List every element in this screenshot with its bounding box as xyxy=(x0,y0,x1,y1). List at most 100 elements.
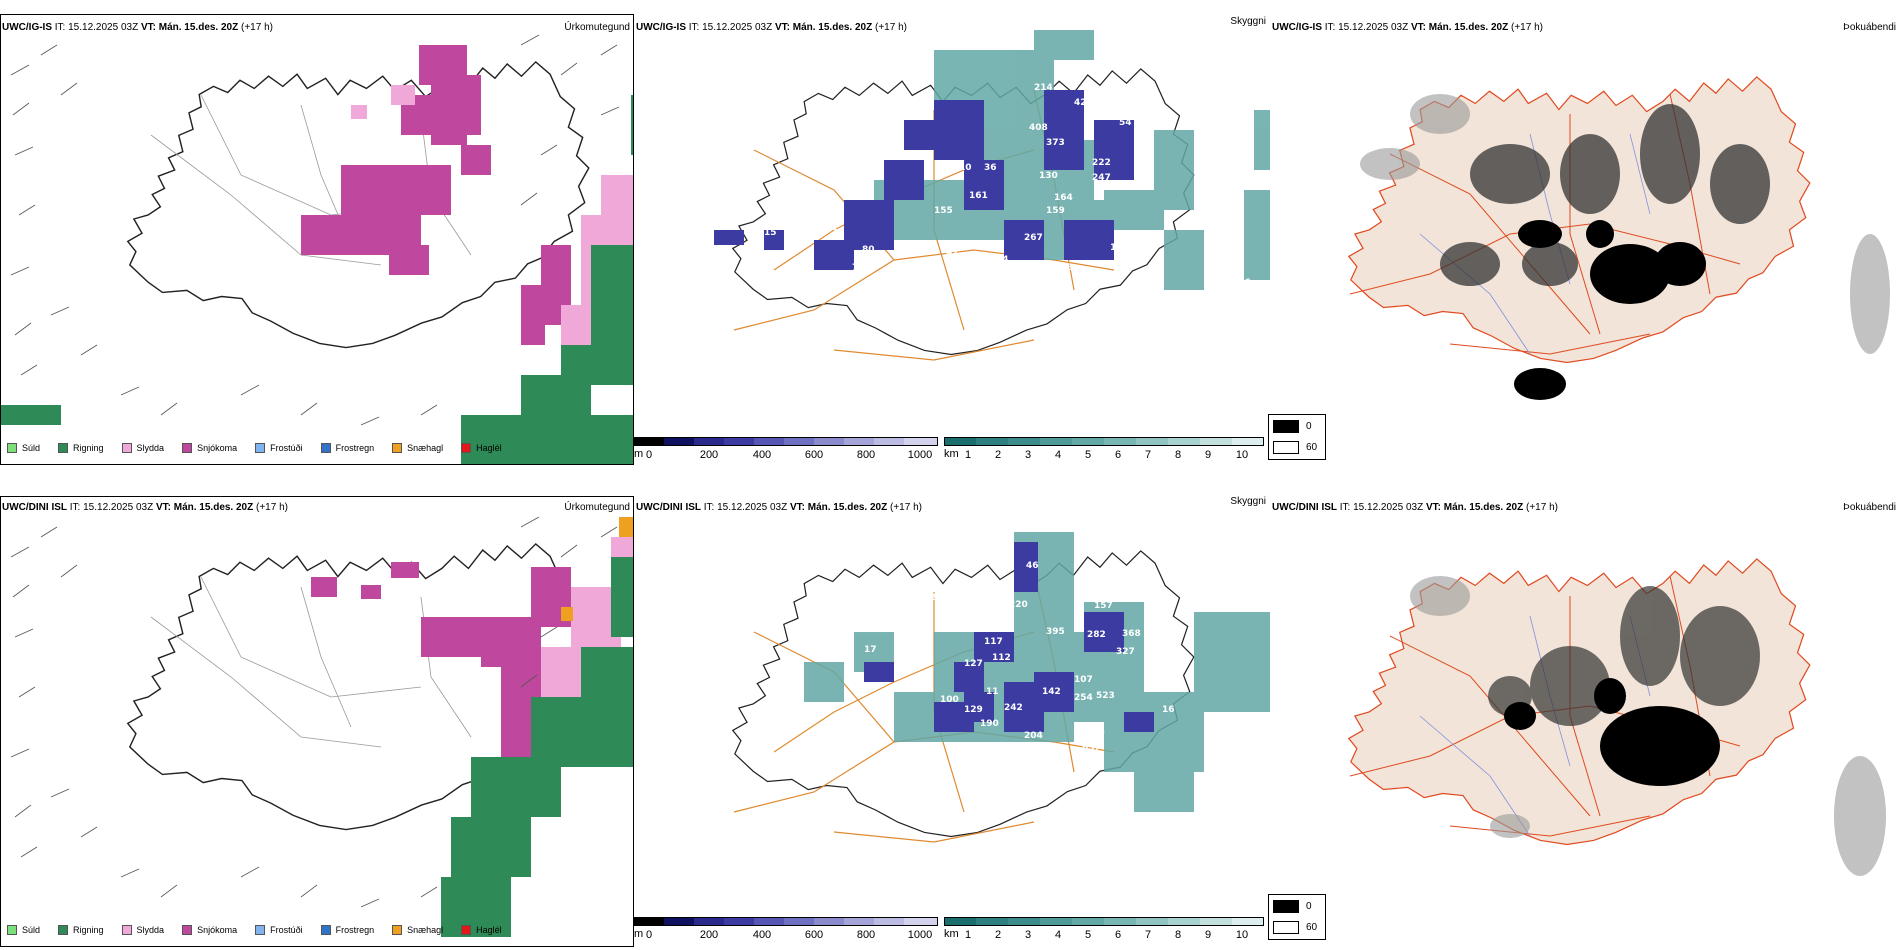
legend-swatch xyxy=(58,443,69,453)
tick-label: 10 xyxy=(1235,449,1249,461)
tick-label: 7 xyxy=(1144,449,1152,461)
init-time: IT: 15.12.2025 03Z xyxy=(1339,502,1424,513)
tick-label: 8 xyxy=(1174,929,1182,941)
value-label: 54 xyxy=(1119,118,1132,128)
value-label: 657 xyxy=(1082,743,1101,753)
value-label: 117 xyxy=(984,637,1003,647)
legend-swatch xyxy=(320,925,331,935)
legend-label: Haglél xyxy=(476,925,502,935)
tick-label: 200 xyxy=(699,449,719,461)
value-label: 129 xyxy=(964,705,983,715)
legend-item: Haglél xyxy=(461,443,502,453)
fog-value: 60 xyxy=(1306,922,1318,933)
legend-label: Frostúði xyxy=(270,443,303,453)
fog-value: 0 xyxy=(1306,421,1312,432)
fog-map-svg xyxy=(1348,76,1890,400)
cloud-base-values: 214 422 408 54 373 10 36 222 130 161 247… xyxy=(764,83,1251,288)
value-label: 15 xyxy=(764,228,777,238)
legend-item: Frostúði xyxy=(255,443,303,453)
colorbar-unit: km xyxy=(944,448,959,460)
value-label: 107 xyxy=(1074,675,1093,685)
value-label: 11 xyxy=(986,687,999,697)
legend-swatch xyxy=(58,925,69,935)
tick-label: 1000 xyxy=(907,929,933,941)
value-label: 155 xyxy=(934,206,953,216)
precip-map-svg xyxy=(1,34,633,464)
lead-time: (+17 h) xyxy=(875,22,907,33)
init-time: IT: 15.12.2025 03Z xyxy=(688,22,773,33)
value-label: 254 xyxy=(1074,693,1093,703)
value-label: 42 xyxy=(946,248,959,258)
value-label: 220 xyxy=(1009,600,1028,610)
value-label: 164 xyxy=(1054,193,1073,203)
tick-label: 10 xyxy=(1235,929,1249,941)
legend-swatch xyxy=(255,443,266,453)
field-label: Þokuábendi xyxy=(1843,22,1896,33)
tick-label: 1 xyxy=(964,929,972,941)
legend-item: Slydda xyxy=(121,925,164,935)
colorbar-unit: km xyxy=(944,928,959,940)
colorbar-svg xyxy=(944,437,1264,446)
value-label: 222 xyxy=(1092,158,1111,168)
legend-label: Haglél xyxy=(476,443,502,453)
value-label: 196 xyxy=(1232,278,1251,288)
fog-legend-row: 0 xyxy=(1273,900,1312,913)
legend-item: Rigning xyxy=(58,443,104,453)
value-label: 46 xyxy=(1026,561,1039,571)
legend-label: Súld xyxy=(22,925,41,935)
value-label: 395 xyxy=(1046,627,1065,637)
tick-label: 9 xyxy=(1204,449,1212,461)
legend-swatch xyxy=(255,925,266,935)
colorbar-ticks: 1 2 3 4 5 6 7 8 9 10 xyxy=(944,449,1264,461)
legend-label: Frostregn xyxy=(335,925,375,935)
colorbar-ticks: 0 200 400 600 800 1000 xyxy=(634,929,938,941)
legend-swatch xyxy=(461,443,472,453)
tick-label: 4 xyxy=(1054,449,1062,461)
valid-time: VT: Mán. 15.des. 20Z xyxy=(155,502,254,513)
lead-time: (+17 h) xyxy=(1511,22,1543,33)
value-label: 154 xyxy=(1034,278,1053,288)
legend-item: Súld xyxy=(7,925,40,935)
lead-time: (+17 h) xyxy=(890,502,922,513)
map-header: UWC/IG-IS IT: 15.12.2025 03Z VT: Mán. 15… xyxy=(2,22,273,34)
fog-legend-row: 60 xyxy=(1273,441,1317,454)
legend-swatch xyxy=(7,443,17,453)
legend-label: Rigning xyxy=(73,925,104,935)
init-time: IT: 15.12.2025 03Z xyxy=(69,502,154,513)
tick-label: 3 xyxy=(1024,929,1032,941)
value-label: 138 xyxy=(874,693,893,703)
value-label: 158 xyxy=(1054,263,1073,273)
fog-index-legend: 0 60 xyxy=(1268,414,1326,460)
value-label: 159 xyxy=(1046,206,1065,216)
value-label: 13 xyxy=(894,649,907,659)
legend-swatch xyxy=(182,925,193,935)
value-label: 523 xyxy=(1096,691,1115,701)
colorbar-ticks: 1 2 3 4 5 6 7 8 9 10 xyxy=(944,929,1264,941)
value-label: 100 xyxy=(940,695,959,705)
precip-type-map-row1: Súld Rigning Slydda Snjókoma Frostúði Fr… xyxy=(0,14,634,465)
value-label: 10 xyxy=(959,163,972,173)
value-label: 142 xyxy=(1042,687,1061,697)
legend-label: Snæhagl xyxy=(407,443,444,453)
legend-label: Snjókoma xyxy=(197,925,238,935)
value-label: 258 xyxy=(1228,717,1247,727)
cloud-base-colorbar: m 0 200 400 600 800 1000 xyxy=(634,437,938,463)
legend-item: Frostregn xyxy=(320,443,374,453)
valid-time: VT: Mán. 15.des. 20Z xyxy=(140,22,239,33)
init-time: IT: 15.12.2025 03Z xyxy=(54,22,139,33)
legend-swatch xyxy=(121,443,132,453)
valid-time: VT: Mán. 15.des. 20Z xyxy=(774,22,873,33)
tick-label: 5 xyxy=(1084,929,1092,941)
legend-item: Frostúði xyxy=(255,925,303,935)
valid-time: VT: Mán. 15.des. 20Z xyxy=(1410,22,1509,33)
cloud-base-values: 46 255 220 157 395 282 117 368 112 327 1… xyxy=(864,561,1247,753)
tick-label: 9 xyxy=(1204,929,1212,941)
legend-swatch xyxy=(461,925,472,935)
lead-time: (+17 h) xyxy=(256,502,288,513)
tick-label: 4 xyxy=(1054,929,1062,941)
value-label: 32 xyxy=(896,683,909,693)
value-label: 17 xyxy=(864,645,877,655)
legend-swatch xyxy=(320,443,331,453)
colorbar-unit: m xyxy=(634,928,644,940)
cloud-map-svg: 214 422 408 54 373 10 36 222 130 161 247… xyxy=(714,30,1270,361)
